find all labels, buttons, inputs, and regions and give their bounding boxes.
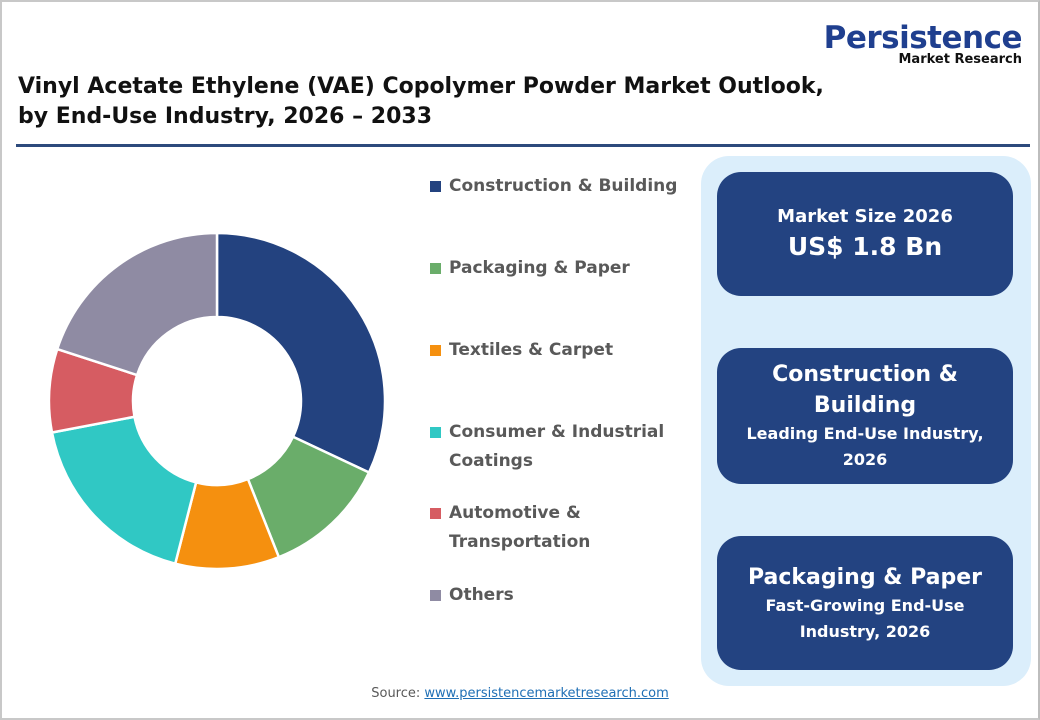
market-size-label: Market Size 2026 <box>777 206 953 227</box>
source-note: Source: www.persistencemarketresearch.co… <box>0 686 1040 701</box>
leading-industry-caption-2: 2026 <box>842 450 888 469</box>
brand-name: Persistence <box>823 20 1023 56</box>
legend-item: Consumer & Industrial Coatings <box>430 418 664 476</box>
fast-growing-caption-1: Fast-Growing End-Use <box>765 595 965 615</box>
market-size-card: Market Size 2026 US$ 1.8 Bn <box>717 172 1013 296</box>
source-link[interactable]: www.persistencemarketresearch.com <box>424 686 669 701</box>
leading-industry-caption-1: Leading End-Use Industry, <box>746 424 984 443</box>
market-size-value: US$ 1.8 Bn <box>787 232 943 261</box>
brand-logo: Persistence Market Research <box>823 20 1023 67</box>
legend-label: Consumer & Industrial Coatings <box>449 422 665 471</box>
leading-industry-name-2: Building <box>813 393 917 418</box>
legend-label: Textiles & Carpet <box>449 340 614 360</box>
legend-swatch-icon <box>430 181 441 192</box>
leading-industry-card: Construction & Building Leading End-Use … <box>717 348 1013 484</box>
legend-item: Textiles & Carpet <box>430 336 613 365</box>
legend-label: Packaging & Paper <box>449 258 630 278</box>
fast-growing-caption-2: Industry, 2026 <box>799 621 931 641</box>
donut-slice-construction-building <box>215 231 387 475</box>
legend-item: Others <box>430 581 514 610</box>
fast-growing-name: Packaging & Paper <box>748 564 982 590</box>
chart-title-line-2: by End-Use Industry, 2026 – 2033 <box>18 104 433 129</box>
legend-item: Automotive & Transportation <box>430 499 590 557</box>
legend-item: Construction & Building <box>430 172 677 201</box>
legend-swatch-icon <box>430 427 441 438</box>
leading-industry-name-1: Construction & <box>772 362 958 387</box>
legend-swatch-icon <box>430 345 441 356</box>
legend-item: Packaging & Paper <box>430 254 630 283</box>
highlights-panel: Market Size 2026 US$ 1.8 Bn Construction… <box>701 156 1031 686</box>
donut-slice-consumer-industrial-coatings <box>50 415 198 566</box>
fast-growing-card: Packaging & Paper Fast-Growing End-Use I… <box>717 536 1013 670</box>
chart-title: Vinyl Acetate Ethylene (VAE) Copolymer P… <box>18 72 918 132</box>
legend-label: Others <box>449 585 514 605</box>
legend-label: Construction & Building <box>449 176 678 196</box>
legend-swatch-icon <box>430 508 441 519</box>
donut-chart <box>47 231 387 571</box>
donut-slice-others <box>55 231 219 377</box>
brand-tagline: Market Research <box>898 52 1023 67</box>
legend-swatch-icon <box>430 263 441 274</box>
chart-title-line-1: Vinyl Acetate Ethylene (VAE) Copolymer P… <box>18 74 824 99</box>
legend-label: Automotive & Transportation <box>449 503 591 552</box>
source-prefix: Source: <box>371 686 425 701</box>
legend-swatch-icon <box>430 590 441 601</box>
title-divider <box>16 144 1030 147</box>
